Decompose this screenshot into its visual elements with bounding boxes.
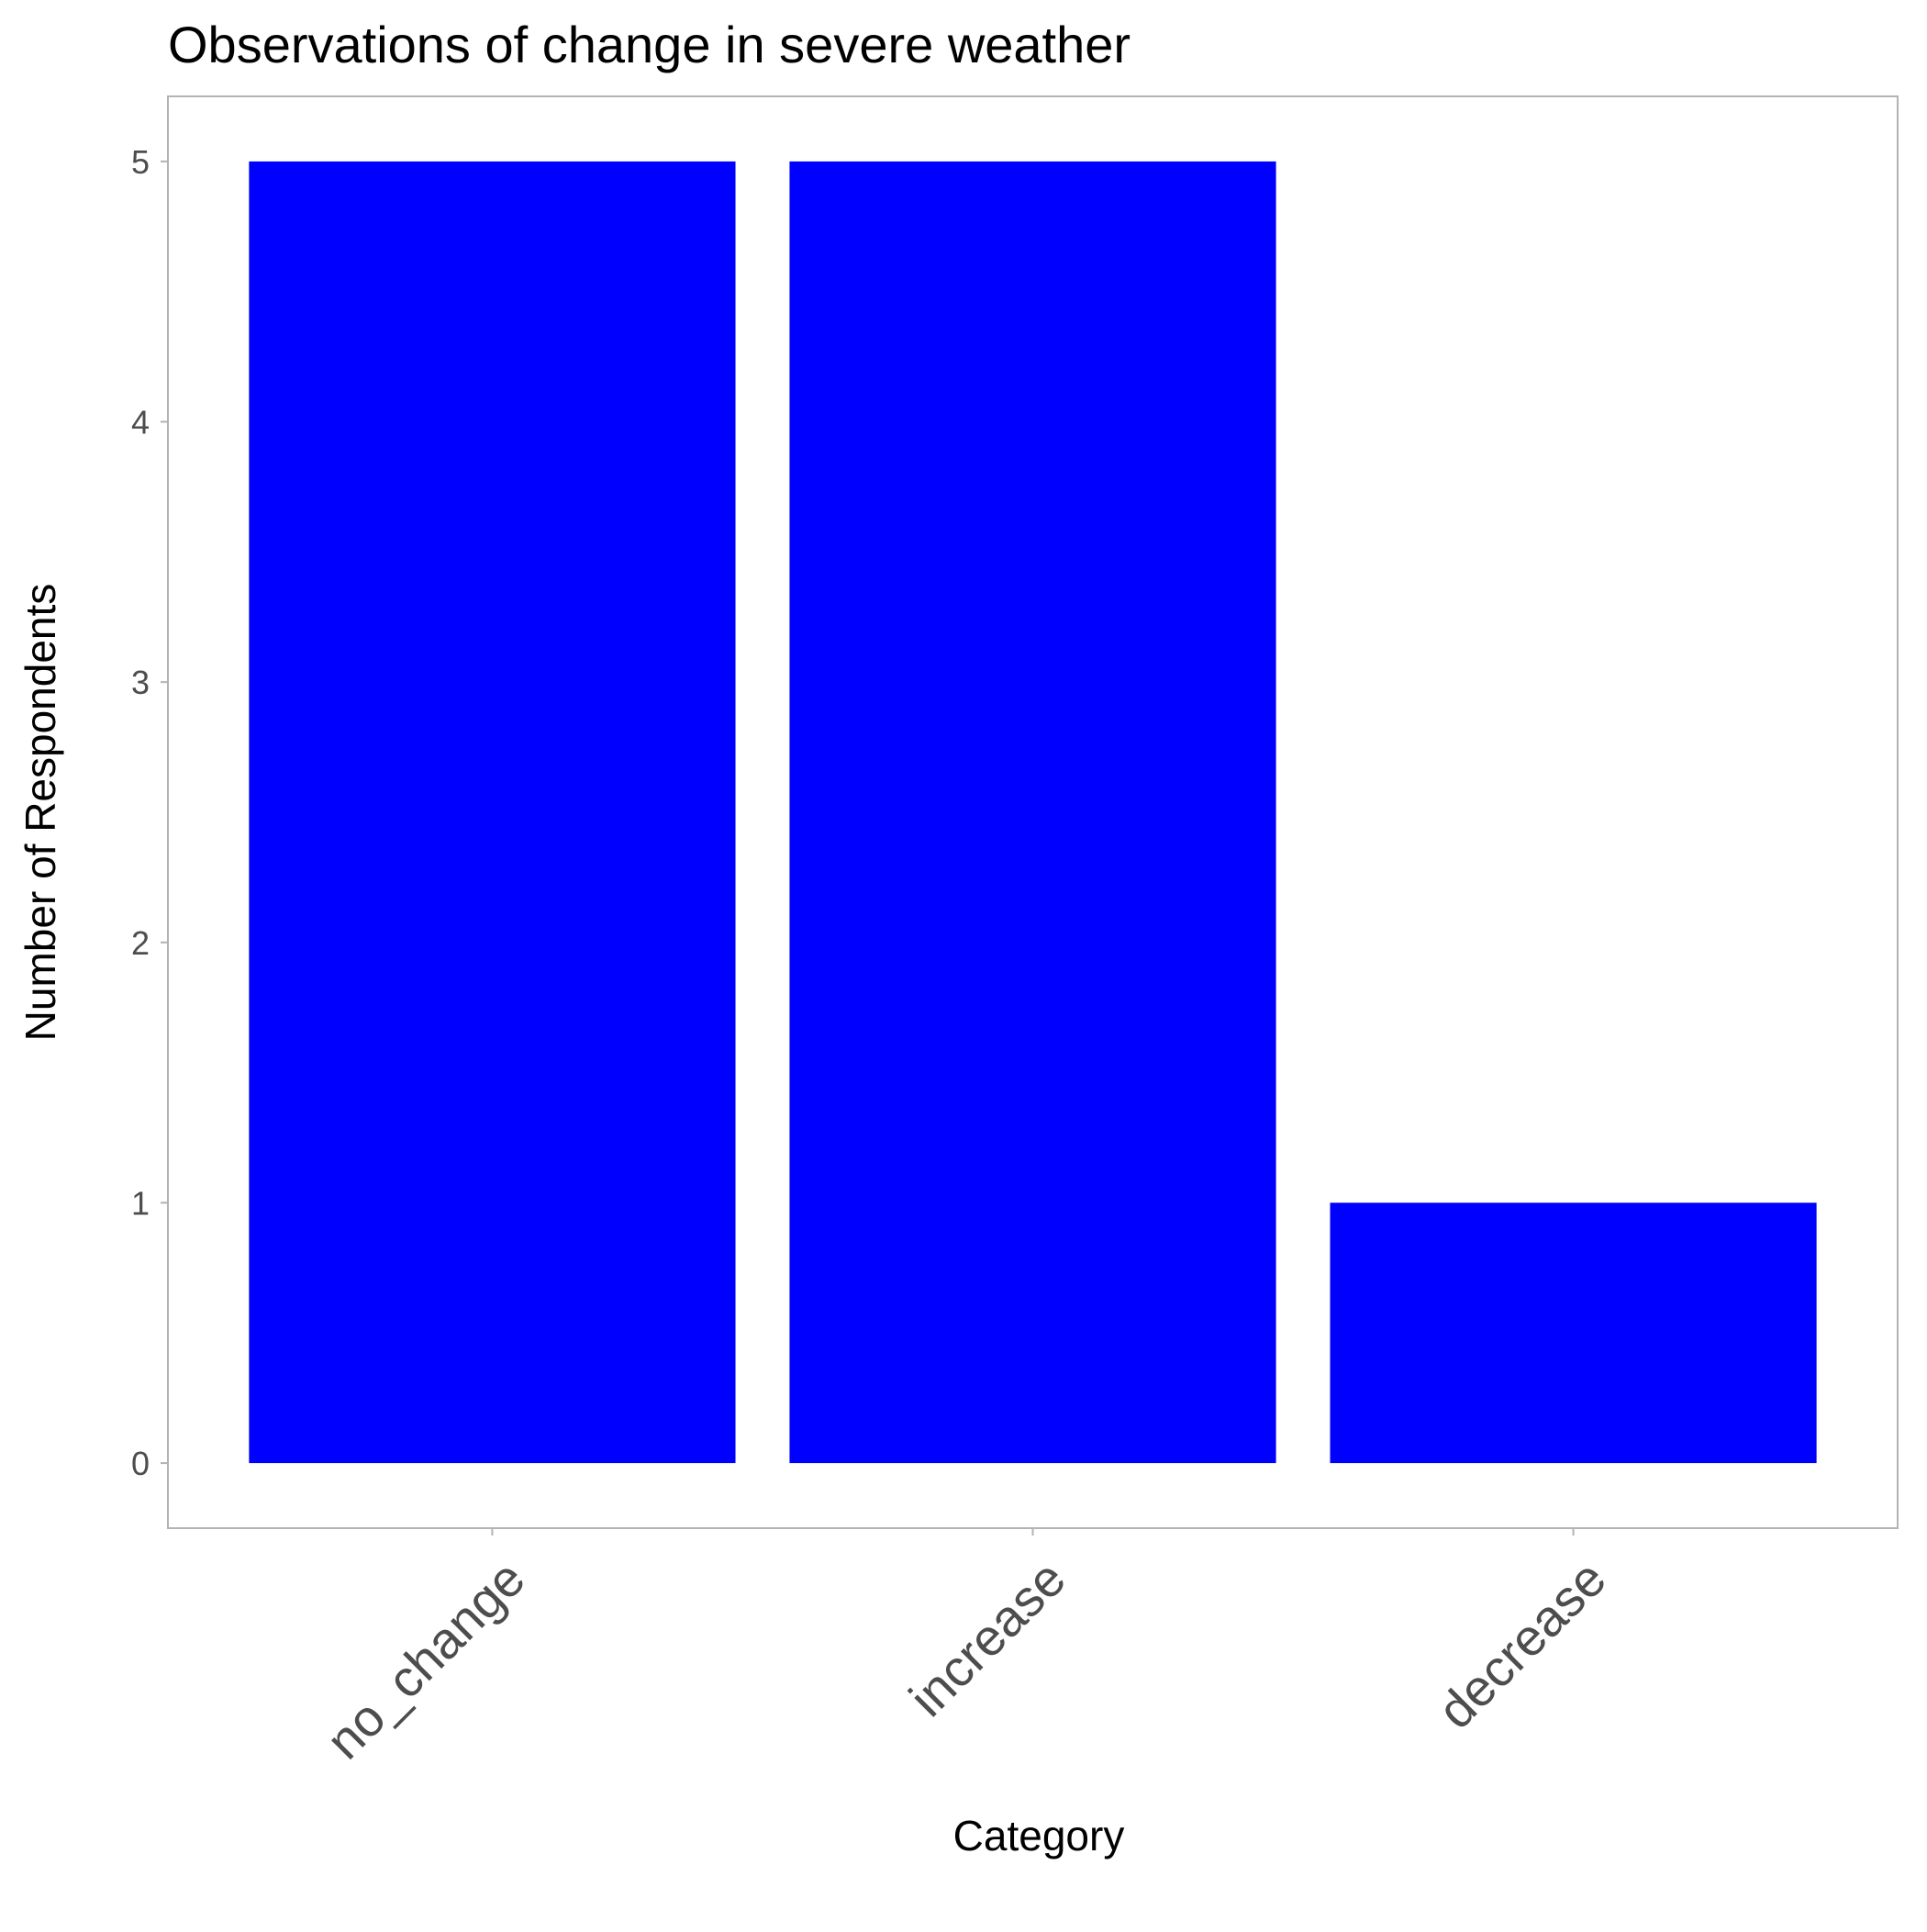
x-tick-label-no_change: no_change bbox=[315, 1549, 536, 1770]
x-axis-title: Category bbox=[953, 1812, 1125, 1859]
bar-increase bbox=[789, 161, 1276, 1464]
y-tick-label: 2 bbox=[131, 924, 150, 962]
bars-layer bbox=[249, 161, 1817, 1464]
y-axis-title: Number of Respondents bbox=[17, 584, 64, 1042]
x-tick-label-decrease: decrease bbox=[1426, 1549, 1616, 1739]
y-tick-label: 4 bbox=[131, 404, 150, 441]
x-tick-label-increase: increase bbox=[898, 1549, 1076, 1727]
y-tick-label: 1 bbox=[131, 1184, 150, 1222]
y-tick-label: 0 bbox=[131, 1445, 150, 1482]
x-axis: no_change increase decrease bbox=[315, 1528, 1617, 1770]
y-axis: 0 1 2 3 4 5 bbox=[131, 143, 168, 1482]
y-tick-label: 5 bbox=[131, 143, 150, 181]
bar-no_change bbox=[249, 161, 736, 1464]
chart-title: Observations of change in severe weather bbox=[168, 16, 1131, 73]
y-tick-label: 3 bbox=[131, 664, 150, 701]
bar-decrease bbox=[1330, 1202, 1817, 1464]
